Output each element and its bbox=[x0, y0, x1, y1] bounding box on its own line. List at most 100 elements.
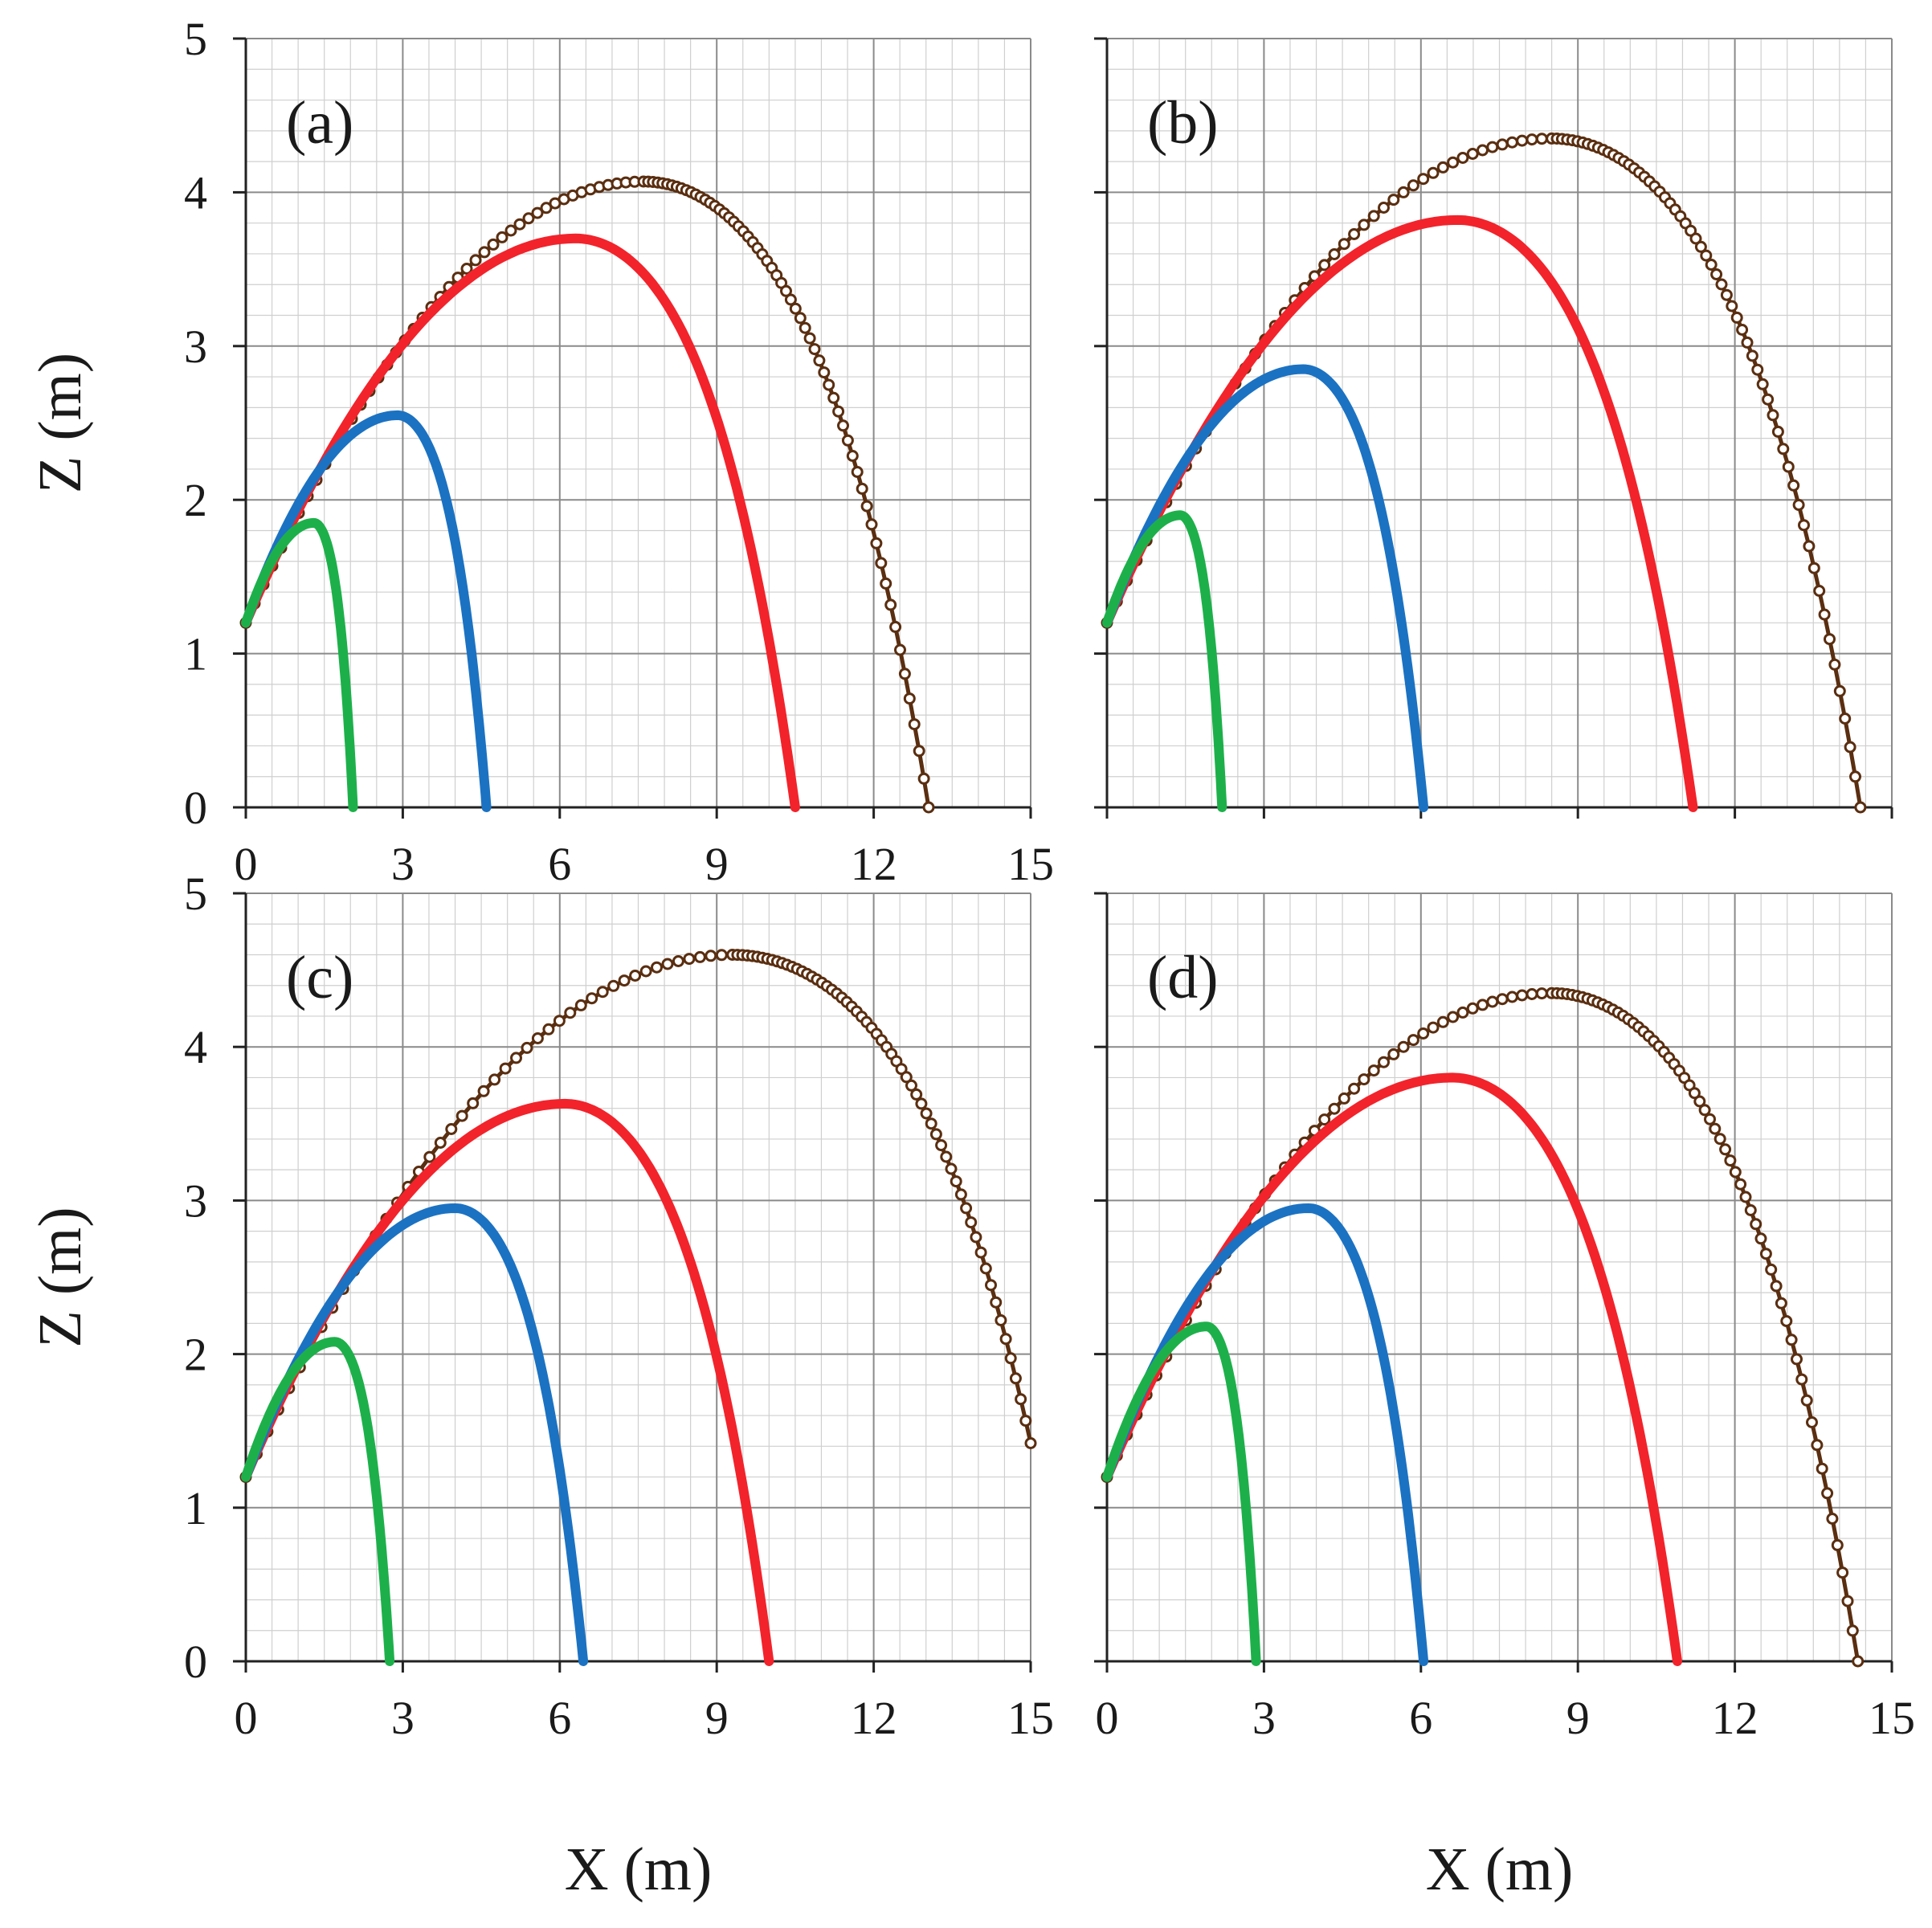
data-point-brown bbox=[1826, 1513, 1839, 1525]
data-point-brown bbox=[1447, 1011, 1460, 1023]
data-point-brown bbox=[925, 1117, 937, 1130]
data-point-brown bbox=[1358, 219, 1370, 231]
series-line-blue bbox=[1102, 364, 1429, 812]
series-green bbox=[241, 517, 358, 812]
data-point-brown bbox=[1348, 1082, 1361, 1095]
data-point-brown bbox=[1751, 363, 1764, 376]
data-point-brown bbox=[1726, 300, 1738, 312]
series-line-red bbox=[1102, 1072, 1682, 1666]
data-point-brown bbox=[651, 961, 663, 974]
x-tick-label: 9 bbox=[1566, 1692, 1590, 1744]
y-axis-title: Z (m) bbox=[27, 1207, 94, 1347]
data-point-brown bbox=[496, 231, 509, 243]
data-point-brown bbox=[1767, 409, 1779, 422]
data-point-brown bbox=[990, 1296, 1003, 1309]
data-point-brown bbox=[1739, 1191, 1752, 1203]
data-point-brown bbox=[908, 718, 921, 731]
y-tick-label: 1 bbox=[184, 1482, 207, 1534]
data-point-brown bbox=[522, 212, 535, 225]
data-point-brown bbox=[1466, 1002, 1479, 1015]
data-point-brown bbox=[1477, 999, 1489, 1011]
y-tick-label: 3 bbox=[184, 321, 207, 373]
panel-d: 0 3 6 9 12 15 (d) X (m) bbox=[1094, 892, 1915, 1903]
data-point-brown bbox=[1367, 210, 1380, 223]
data-point-brown bbox=[1754, 1232, 1767, 1245]
panel-label: (c) bbox=[286, 944, 353, 1011]
data-point-brown bbox=[1505, 136, 1518, 149]
data-point-brown bbox=[1836, 1566, 1849, 1579]
data-point-brown bbox=[1367, 1064, 1380, 1077]
data-point-brown bbox=[1818, 608, 1831, 621]
data-point-brown bbox=[521, 1041, 533, 1054]
data-point-brown bbox=[1841, 1595, 1854, 1607]
data-point-brown bbox=[922, 801, 935, 814]
y-tick-label: 5 bbox=[184, 13, 207, 65]
data-point-brown bbox=[954, 1188, 967, 1201]
data-point-brown bbox=[1724, 1154, 1737, 1167]
data-point-brown bbox=[1710, 268, 1723, 280]
data-point-brown bbox=[469, 254, 482, 267]
x-tick-label: 3 bbox=[391, 1692, 415, 1744]
data-point-brown bbox=[1798, 519, 1810, 532]
data-point-brown bbox=[1378, 1056, 1390, 1068]
data-point-brown bbox=[1813, 585, 1826, 597]
data-point-brown bbox=[837, 419, 849, 432]
data-point-brown bbox=[865, 518, 878, 531]
data-point-brown bbox=[1338, 1092, 1350, 1105]
panel-label: (d) bbox=[1147, 944, 1219, 1011]
data-point-brown bbox=[999, 1333, 1012, 1346]
data-point-brown bbox=[445, 1123, 458, 1135]
data-point-brown bbox=[553, 1015, 566, 1027]
data-point-brown bbox=[920, 1107, 933, 1120]
data-point-brown bbox=[693, 950, 706, 963]
x-tick-label: 9 bbox=[705, 1692, 729, 1744]
data-point-brown bbox=[487, 238, 500, 251]
data-point-brown bbox=[1417, 173, 1430, 186]
data-point-brown bbox=[434, 1137, 447, 1149]
data-point-brown bbox=[1807, 562, 1820, 574]
data-point-brown bbox=[1328, 248, 1341, 260]
data-point-brown bbox=[1719, 1143, 1732, 1156]
data-point-brown bbox=[1854, 801, 1867, 814]
data-point-brown bbox=[1720, 288, 1733, 301]
data-point-brown bbox=[531, 206, 544, 219]
data-point-brown bbox=[1486, 995, 1499, 1008]
data-point-brown bbox=[1516, 134, 1529, 147]
data-point-brown bbox=[504, 224, 517, 237]
data-point-brown bbox=[629, 970, 642, 982]
data-point-brown bbox=[564, 1007, 577, 1019]
series-line-red bbox=[241, 233, 800, 812]
data-point-brown bbox=[929, 1128, 942, 1141]
series-blue bbox=[1102, 1203, 1429, 1666]
data-point-brown bbox=[1004, 1352, 1017, 1365]
data-point-brown bbox=[780, 284, 792, 297]
data-point-brown bbox=[1746, 349, 1758, 362]
data-point-brown bbox=[596, 986, 609, 999]
data-point-brown bbox=[960, 1202, 973, 1215]
data-point-brown bbox=[979, 1262, 992, 1275]
y-tick-label: 1 bbox=[184, 628, 207, 680]
data-point-brown bbox=[794, 312, 807, 325]
data-point-brown bbox=[784, 293, 797, 306]
data-point-brown bbox=[1800, 1394, 1813, 1407]
data-point-brown bbox=[1765, 1263, 1778, 1276]
data-point-brown bbox=[846, 450, 859, 462]
data-point-brown bbox=[1803, 540, 1816, 553]
data-point-brown bbox=[884, 598, 897, 611]
x-tick-label: 12 bbox=[851, 838, 897, 890]
data-point-brown bbox=[915, 1097, 928, 1110]
data-point-brown bbox=[900, 1071, 913, 1084]
x-tick-label: 6 bbox=[548, 838, 571, 890]
data-point-brown bbox=[1736, 324, 1749, 336]
data-point-brown bbox=[1486, 141, 1499, 153]
data-point-brown bbox=[1770, 1280, 1783, 1293]
data-point-brown bbox=[1436, 161, 1449, 174]
data-point-brown bbox=[1019, 1415, 1032, 1428]
data-point-brown bbox=[1407, 1034, 1419, 1047]
data-point-brown bbox=[1787, 479, 1800, 492]
data-point-brown bbox=[875, 557, 888, 570]
data-point-brown bbox=[1378, 202, 1390, 214]
data-point-brown bbox=[813, 354, 826, 367]
data-point-brown bbox=[870, 537, 883, 549]
data-point-brown bbox=[467, 1097, 480, 1109]
